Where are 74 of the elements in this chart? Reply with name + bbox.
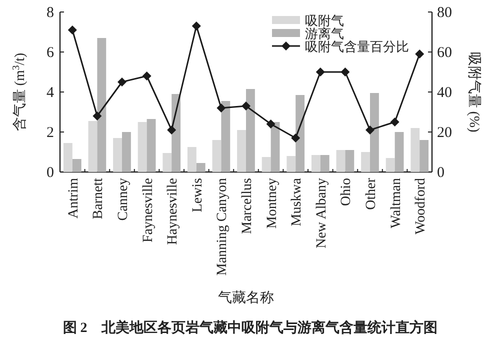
bar [146, 119, 156, 172]
point [340, 68, 350, 76]
x-tick-label: Barnett [91, 178, 106, 220]
bar [262, 157, 271, 172]
bar [196, 163, 206, 172]
y2-tick-label: 80 [437, 5, 452, 21]
bar [336, 150, 346, 172]
point [167, 126, 176, 134]
bar [420, 140, 429, 172]
x-tick-label: Canney [116, 178, 131, 221]
y2-tick-label: 40 [437, 85, 452, 101]
bar [122, 132, 131, 172]
point [92, 112, 102, 120]
bar [113, 138, 122, 172]
point [415, 50, 424, 58]
bar [311, 155, 320, 172]
point [216, 104, 226, 112]
bar [386, 158, 395, 172]
bar [88, 121, 98, 172]
point [142, 72, 152, 80]
y-tick-label: 0 [46, 165, 54, 181]
point [266, 120, 276, 128]
bar [97, 38, 106, 172]
legend-label: 游离气 [305, 26, 344, 41]
point [390, 118, 400, 126]
y-tick-label: 8 [46, 5, 54, 21]
y2-tick-label: 0 [437, 165, 444, 181]
text: 图 2 北美地区各页岩气藏中吸附气与游离气含量统计直方图 [62, 319, 438, 336]
bar [246, 89, 255, 172]
x-tick-label: Ohio [339, 178, 354, 206]
bar [286, 156, 296, 172]
point [118, 78, 126, 86]
x-tick-label: Waltman [388, 178, 404, 228]
x-tick-label: Marcellus [240, 178, 255, 234]
bar [237, 130, 246, 172]
point [242, 102, 250, 110]
x-tick-label: Faynesville [140, 178, 156, 243]
point [68, 26, 77, 34]
y2-tick-label: 60 [437, 45, 452, 61]
point [366, 126, 374, 134]
y-tick-label: 4 [46, 85, 54, 101]
bar [320, 155, 330, 172]
x-tick-label: New Albany [314, 178, 330, 248]
x-tick-label: Other [364, 178, 379, 210]
x-tick-label: Muskwa [290, 177, 305, 226]
legend-label: 吸附气含量百分比 [305, 39, 409, 54]
legend-label: 吸附气 [305, 13, 344, 28]
bar [370, 93, 379, 172]
point [316, 68, 325, 76]
x-tick-label: Lewis [190, 178, 206, 212]
bar [296, 95, 305, 172]
x-tick-label: Haynesville [166, 178, 181, 245]
bar [394, 132, 404, 172]
y-tick-label: 6 [46, 45, 54, 61]
x-tick-label: Woodford [414, 178, 429, 234]
bar [162, 153, 172, 172]
bar [221, 101, 230, 172]
bar [212, 140, 222, 172]
bar [138, 122, 147, 172]
point [291, 134, 300, 142]
bar [187, 147, 196, 172]
bar [345, 150, 354, 172]
y-tick-label: 2 [46, 125, 54, 141]
x-tick-label: Montney [264, 178, 280, 229]
bar [63, 143, 72, 172]
y2-axis-title: 吸附气量 (%) [466, 52, 482, 133]
bar [410, 128, 420, 172]
x-tick-label: Antrim [66, 178, 82, 218]
x-tick-label: Manning Canyon [215, 178, 230, 276]
y2-tick-label: 20 [437, 125, 452, 141]
bar [361, 152, 370, 172]
bar [72, 159, 82, 172]
point [192, 22, 201, 30]
x-axis-title: 气藏名称 [218, 290, 274, 306]
